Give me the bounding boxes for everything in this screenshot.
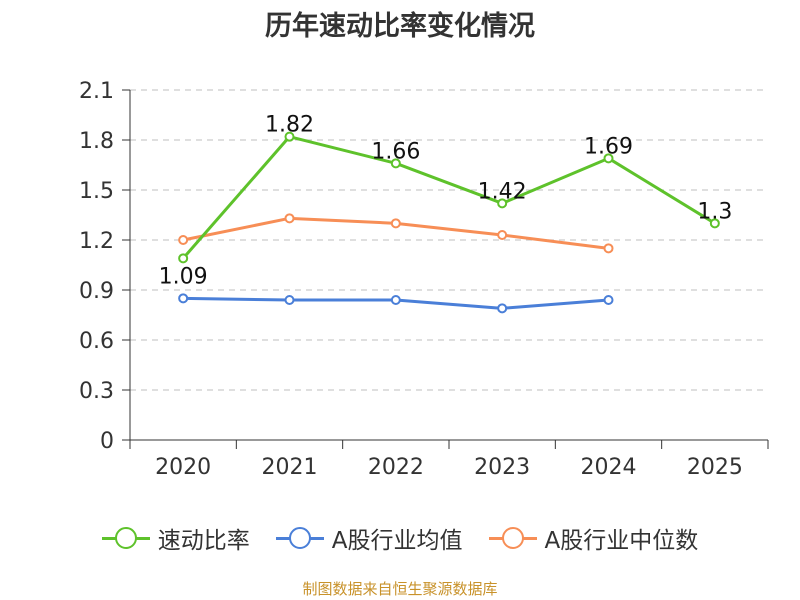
y-tick-label: 0.3 (79, 379, 114, 404)
data-point (390, 158, 401, 169)
legend-item-industry-mean[interactable]: A股行业均值 (275, 521, 463, 555)
data-point (178, 253, 189, 264)
x-tick-label: 2020 (155, 455, 211, 480)
y-tick-label: 0.9 (79, 279, 114, 304)
data-point (603, 243, 614, 254)
data-point (284, 295, 295, 305)
data-label: 1.42 (478, 179, 527, 204)
data-point (497, 198, 508, 209)
data-point (178, 235, 189, 245)
data-label: 1.3 (697, 199, 732, 224)
data-point (390, 218, 401, 229)
data-point (284, 213, 295, 224)
data-label: 1.66 (371, 139, 420, 164)
source-footer: 制图数据来自恒生聚源数据库 (302, 580, 498, 598)
data-point (603, 153, 614, 164)
data-point (497, 303, 508, 314)
legend: 速动比率 A股行业均值 A股行业中位数 (0, 520, 800, 556)
series-line (182, 135, 716, 260)
legend-label: A股行业均值 (331, 528, 463, 554)
x-tick-label: 2024 (581, 455, 637, 480)
data-point (390, 295, 401, 305)
data-point (178, 293, 189, 304)
data-point (284, 131, 295, 142)
x-tick-label: 2023 (474, 455, 530, 480)
x-tick-label: 2022 (368, 455, 424, 480)
legend-label: A股行业中位数 (544, 528, 699, 554)
y-tick-label: 1.5 (79, 179, 114, 204)
y-tick-label: 0.6 (79, 329, 114, 354)
y-tick-label: 0 (100, 429, 114, 454)
legend-swatch-icon (275, 526, 324, 550)
y-tick-label: 2.1 (79, 79, 114, 104)
data-point (497, 230, 508, 240)
data-label: 1.69 (584, 134, 633, 159)
data-label: 1.82 (265, 113, 314, 138)
chart-title: 历年速动比率变化情况 (265, 11, 535, 42)
x-tick-label: 2021 (262, 455, 318, 480)
y-tick-label: 1.2 (79, 229, 114, 254)
data-point (709, 218, 720, 229)
legend-label: 速动比率 (157, 528, 250, 554)
legend-item-quick-ratio[interactable]: 速动比率 (101, 521, 250, 555)
x-tick-label: 2025 (687, 455, 743, 480)
legend-item-industry-median[interactable]: A股行业中位数 (488, 521, 699, 555)
data-label: 1.09 (159, 264, 208, 289)
legend-swatch-icon (488, 526, 537, 550)
data-point (603, 295, 614, 305)
y-tick-label: 1.8 (79, 129, 114, 154)
legend-swatch-icon (101, 526, 150, 550)
